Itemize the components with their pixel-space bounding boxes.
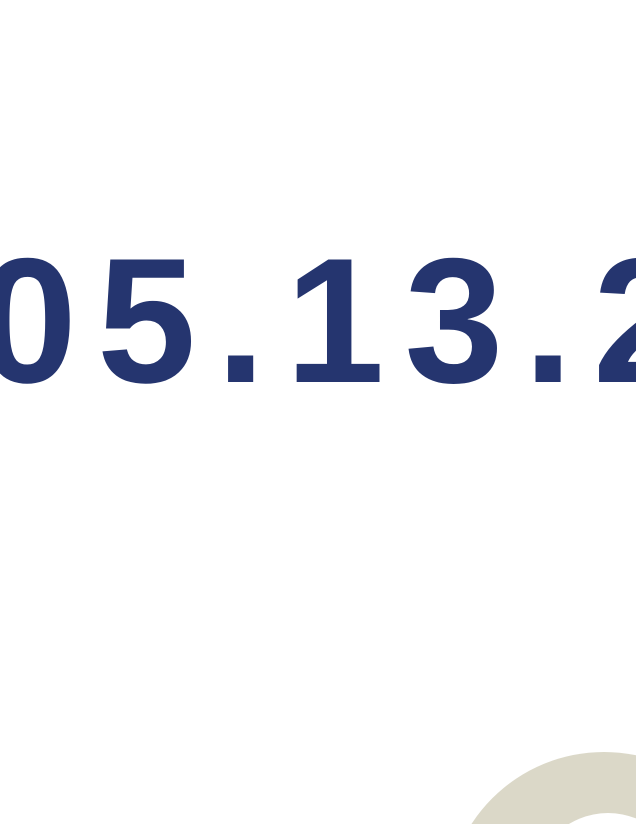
decorative-circle-cutout [533,813,636,824]
date-headline: 05.13.2 [0,221,636,420]
